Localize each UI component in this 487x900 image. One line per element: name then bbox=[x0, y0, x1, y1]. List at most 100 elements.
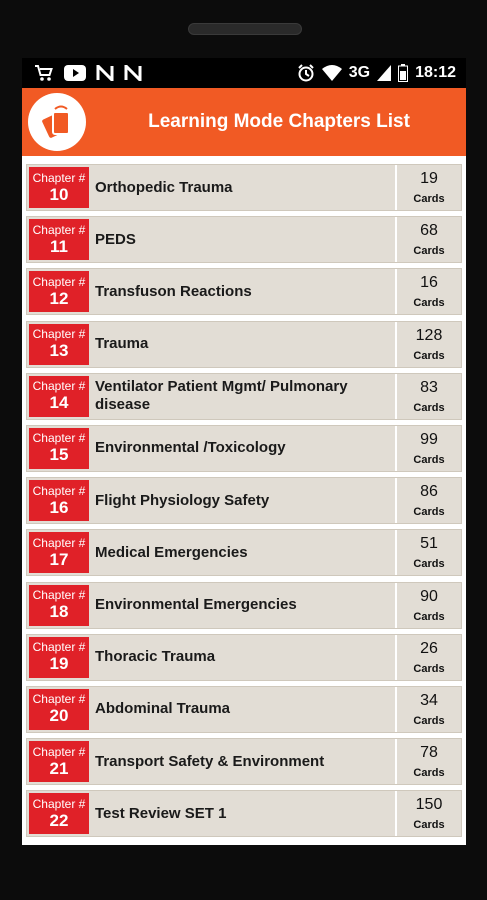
chapter-row[interactable]: Chapter #11 PEDS 68 Cards bbox=[26, 216, 462, 264]
chapter-title: PEDS bbox=[95, 230, 136, 248]
card-count-label: Cards bbox=[413, 401, 445, 414]
chapter-row[interactable]: Chapter #16 Flight Physiology Safety 86 Car… bbox=[26, 477, 462, 525]
chapter-row[interactable]: Chapter #19 Thoracic Trauma 26 Cards bbox=[26, 633, 462, 681]
chapter-number: 20 bbox=[49, 706, 69, 726]
card-count-number: 99 bbox=[420, 430, 438, 448]
card-count: 78 Cards bbox=[395, 739, 461, 785]
chapter-title: Orthopedic Trauma bbox=[95, 178, 233, 196]
notification-icons bbox=[22, 64, 142, 82]
signal-icon bbox=[377, 64, 392, 82]
card-count-label: Cards bbox=[413, 819, 445, 832]
card-count-number: 19 bbox=[420, 170, 438, 187]
chapter-list: Chapter #10 Orthopedic Trauma 19 Cards Chapt… bbox=[26, 164, 462, 842]
card-count: 150 Cards bbox=[395, 791, 461, 837]
card-count: 86 Cards bbox=[395, 478, 461, 524]
card-count: 34 Cards bbox=[395, 686, 461, 732]
n-icon bbox=[124, 64, 142, 82]
chapter-chip: Chapter #15 bbox=[29, 427, 89, 469]
chapter-label: Chapter # bbox=[32, 692, 86, 707]
card-count: 99 Cards bbox=[395, 425, 461, 471]
card-count-number: 83 bbox=[420, 378, 438, 396]
cart-icon bbox=[34, 64, 54, 82]
chapter-title: Medical Emergencies bbox=[95, 543, 248, 561]
card-count-number: 150 bbox=[415, 796, 443, 814]
network-type: 3G bbox=[348, 64, 371, 81]
card-count-label: Cards bbox=[413, 610, 445, 623]
card-count-label: Cards bbox=[413, 245, 445, 258]
chapter-label: Chapter # bbox=[32, 170, 86, 185]
chapter-label: Chapter # bbox=[32, 640, 86, 655]
card-count: 16 Cards bbox=[395, 269, 461, 315]
bottom-bezel bbox=[0, 845, 487, 900]
card-count-label: Cards bbox=[413, 453, 445, 466]
battery-icon bbox=[398, 64, 409, 82]
card-count: 68 Cards bbox=[395, 217, 461, 263]
chapter-label: Chapter # bbox=[32, 588, 86, 602]
status-bar: 3G 18:12 bbox=[22, 58, 466, 88]
chapter-row[interactable]: Chapter #13 Trauma 128 Cards bbox=[26, 320, 462, 368]
chapter-title: Ventilator Patient Mgmt/ Pulmonary disea… bbox=[95, 378, 348, 414]
wifi-icon bbox=[321, 64, 342, 82]
chapter-label: Chapter # bbox=[32, 222, 86, 237]
chapter-number: 22 bbox=[49, 810, 69, 830]
chapter-label: Chapter # bbox=[32, 744, 86, 759]
chapter-row[interactable]: Chapter #15 Environmental /Toxicology 99 Ca… bbox=[26, 424, 462, 472]
chapter-number: 12 bbox=[49, 288, 69, 308]
chapter-title: Transfuson Reactions bbox=[95, 282, 252, 300]
card-count-label: Cards bbox=[413, 767, 445, 780]
chapter-row[interactable]: Chapter #18 Environmental Emergencies 90 Ca… bbox=[26, 581, 462, 629]
app-logo[interactable] bbox=[28, 93, 86, 151]
chapter-chip: Chapter #22 bbox=[29, 793, 89, 835]
chapter-row[interactable]: Chapter #10 Orthopedic Trauma 19 Cards bbox=[26, 164, 462, 211]
speaker-grille bbox=[188, 23, 302, 35]
chapter-chip: Chapter #19 bbox=[29, 636, 89, 678]
chapter-row[interactable]: Chapter #12 Transfuson Reactions 16 Cards bbox=[26, 268, 462, 316]
chapter-label: Chapter # bbox=[32, 796, 86, 811]
chapter-title: Environmental Emergencies bbox=[95, 596, 297, 613]
alarm-icon bbox=[297, 64, 315, 82]
card-count-number: 16 bbox=[420, 274, 438, 292]
chapter-title: Flight Physiology Safety bbox=[95, 491, 270, 509]
youtube-icon bbox=[64, 64, 86, 82]
card-count-number: 51 bbox=[420, 535, 438, 553]
chapter-row[interactable]: Chapter #20 Abdominal Trauma 34 Cards bbox=[26, 685, 462, 733]
chapter-chip: Chapter #17 bbox=[29, 532, 89, 574]
chapter-row[interactable]: Chapter #21 Transport Safety & Environmen… bbox=[26, 738, 462, 786]
chapter-chip: Chapter #16 bbox=[29, 480, 89, 522]
chapter-number: 18 bbox=[49, 602, 69, 621]
app-screen: Learning Mode Chapters List Chapter #10 O… bbox=[22, 88, 466, 845]
card-count: 83 Cards bbox=[395, 373, 461, 419]
chapter-chip: Chapter #10 bbox=[29, 167, 89, 208]
page-title: Learning Mode Chapters List bbox=[148, 111, 410, 132]
chapter-chip: Chapter #11 bbox=[29, 219, 89, 261]
chapter-title: Transport Safety & Environment bbox=[95, 752, 325, 770]
card-count-label: Cards bbox=[413, 349, 445, 362]
chapter-label: Chapter # bbox=[32, 431, 86, 446]
chapter-title: Environmental /Toxicology bbox=[95, 439, 286, 457]
clock: 18:12 bbox=[415, 64, 456, 81]
chapter-row[interactable]: Chapter #14 Ventilator Patient Mgmt/ Pulm… bbox=[26, 372, 462, 420]
card-count-label: Cards bbox=[413, 662, 445, 675]
card-count-number: 128 bbox=[415, 326, 443, 344]
chapter-number: 14 bbox=[49, 393, 69, 413]
chapter-number: 19 bbox=[49, 654, 69, 674]
chapter-label: Chapter # bbox=[32, 274, 86, 289]
chapter-row[interactable]: Chapter #17 Medical Emergencies 51 Cards bbox=[26, 529, 462, 577]
card-count: 128 Cards bbox=[395, 321, 461, 367]
card-count: 90 Cards bbox=[395, 582, 461, 628]
cards-icon bbox=[42, 105, 70, 138]
chapter-chip: Chapter #13 bbox=[29, 323, 89, 365]
chapter-label: Chapter # bbox=[32, 327, 86, 342]
chapter-chip: Chapter #14 bbox=[29, 375, 89, 417]
card-count-number: 68 bbox=[420, 222, 438, 240]
card-count-label: Cards bbox=[413, 297, 445, 310]
chapter-chip: Chapter #18 bbox=[29, 584, 89, 626]
card-count-label: Cards bbox=[413, 193, 445, 205]
chapter-row[interactable]: Chapter #22 Test Review SET 1 150 Cards bbox=[26, 790, 462, 838]
card-count-number: 86 bbox=[420, 483, 438, 501]
chapter-chip: Chapter #21 bbox=[29, 741, 89, 783]
card-count: 19 Cards bbox=[395, 165, 461, 210]
card-count-number: 90 bbox=[420, 587, 438, 605]
system-icons: 3G 18:12 bbox=[297, 64, 466, 82]
